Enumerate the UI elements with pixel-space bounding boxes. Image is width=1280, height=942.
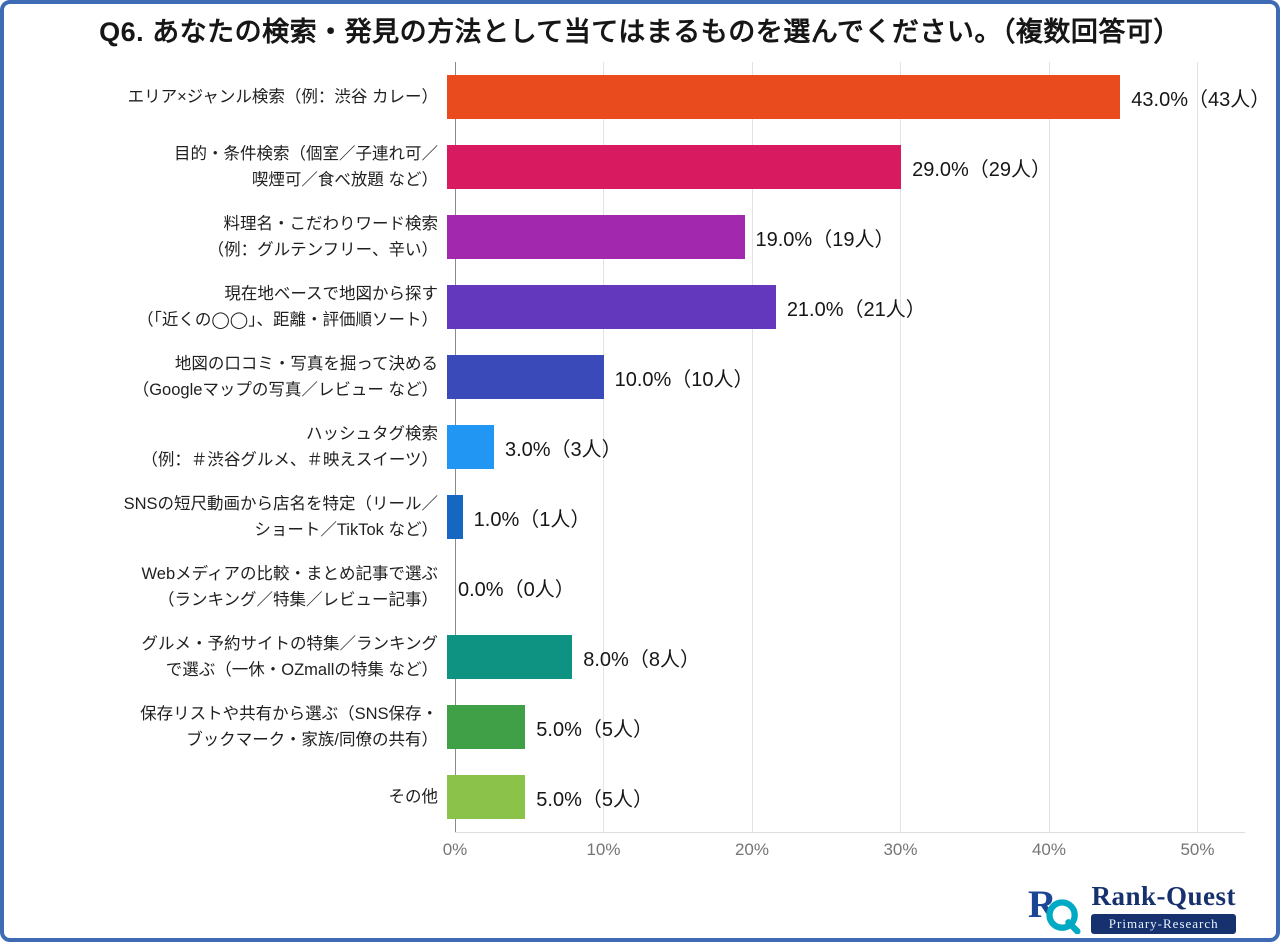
bar bbox=[447, 425, 494, 469]
x-tick-label: 20% bbox=[734, 840, 769, 859]
chart-row: Webメディアの比較・まとめ記事で選ぶ （ランキング／特集／レビュー記事） 0.0%… bbox=[0, 552, 1280, 622]
bar-value-label: 5.0%（5人） bbox=[536, 718, 653, 741]
bar-track: 5.0%（5人） bbox=[447, 762, 1280, 832]
category-label: グルメ・予約サイトの特集／ランキング で選ぶ（一休・OZmallの特集 など） bbox=[141, 635, 438, 679]
chart-row: 地図の口コミ・写真を掘って決める （Googleマップの写真／レビュー など） 10… bbox=[0, 342, 1280, 412]
logo-subtitle: Primary-Research bbox=[1091, 913, 1236, 934]
bar-value-label: 8.0%（8人） bbox=[583, 648, 700, 671]
x-tick-label: 10% bbox=[586, 840, 621, 859]
bar-track: 19.0%（19人） bbox=[447, 202, 1280, 272]
gridline bbox=[1197, 62, 1199, 832]
bar-value-label: 1.0%（1人） bbox=[473, 508, 591, 531]
bar-chart: エリア×ジャンル検索（例：渋谷 カレー） 43.0%（43人） 目的・条件検索（個室… bbox=[0, 62, 1280, 872]
chart-row: 目的・条件検索（個室／子連れ可／ 喫煙可／食べ放題 など） 29.0%（29人） bbox=[0, 132, 1280, 202]
chart-row: エリア×ジャンル検索（例：渋谷 カレー） 43.0%（43人） bbox=[0, 62, 1280, 132]
chart-row: グルメ・予約サイトの特集／ランキング で選ぶ（一休・OZmallの特集 など） 8.… bbox=[0, 622, 1280, 692]
chart-title: Q6. あなたの検索・発見の方法として当てはまるものを選んでください。（複数回答… bbox=[99, 17, 1181, 47]
category-label: エリア×ジャンル検索（例：渋谷 カレー） bbox=[127, 88, 438, 106]
bar-value-label: 21.0%（21人） bbox=[786, 298, 926, 321]
x-tick-label: 30% bbox=[883, 840, 918, 859]
bar-value-label: 29.0%（29人） bbox=[912, 158, 1052, 181]
bar-value-label: 19.0%（19人） bbox=[755, 228, 895, 251]
rank-quest-logo-text: Rank-Quest Primary-Research bbox=[1091, 881, 1236, 934]
x-tick-label: 40% bbox=[1031, 840, 1066, 859]
bar bbox=[447, 285, 776, 329]
chart-row: ハッシュタグ検索 （例：＃渋谷グルメ、＃映えスイーツ） 3.0%（3人） bbox=[0, 412, 1280, 482]
gridline bbox=[603, 62, 605, 832]
bar-value-label: 10.0%（10人） bbox=[614, 368, 754, 391]
category-label: 目的・条件検索（個室／子連れ可／ 喫煙可／食べ放題 など） bbox=[174, 145, 438, 189]
rank-quest-logo-icon: R bbox=[1028, 882, 1082, 934]
bar bbox=[447, 635, 573, 679]
x-tick-label: 50% bbox=[1180, 840, 1215, 859]
category-label: ハッシュタグ検索 （例：＃渋谷グルメ、＃映えスイーツ） bbox=[141, 425, 438, 469]
bar bbox=[447, 775, 526, 819]
gridline bbox=[751, 62, 753, 832]
bar-track: 29.0%（29人） bbox=[447, 132, 1280, 202]
category-label: 地図の口コミ・写真を掘って決める （Googleマップの写真／レビュー など） bbox=[132, 355, 438, 399]
bar-track: 43.0%（43人） bbox=[447, 62, 1280, 132]
bar-value-label: 3.0%（3人） bbox=[504, 438, 622, 461]
bar-track: 1.0%（1人） bbox=[447, 482, 1280, 552]
category-label: SNSの短尺動画から店名を特定（リール／ ショート／TikTok など） bbox=[123, 495, 438, 539]
category-label: 料理名・こだわりワード検索 （例：グルテンフリー、辛い） bbox=[207, 215, 438, 259]
bar-track: 10.0%（10人） bbox=[447, 342, 1280, 412]
bar bbox=[447, 705, 526, 749]
category-label: 保存リストや共有から選ぶ（SNS保存・ ブックマーク・家族/同僚の共有） bbox=[140, 705, 438, 749]
x-axis-ticks: 0% 10% 20% 30% 40% 50% bbox=[443, 838, 1245, 868]
bar-track: 5.0%（5人） bbox=[447, 692, 1280, 762]
bar bbox=[447, 145, 902, 189]
chart-row: 保存リストや共有から選ぶ（SNS保存・ ブックマーク・家族/同僚の共有） 5.0%（… bbox=[0, 692, 1280, 762]
chart-row: その他 5.0%（5人） bbox=[0, 762, 1280, 832]
chart-row: SNSの短尺動画から店名を特定（リール／ ショート／TikTok など） 1.0%（… bbox=[0, 482, 1280, 552]
bar bbox=[447, 75, 1121, 119]
bar bbox=[447, 355, 604, 399]
bar bbox=[447, 495, 463, 539]
x-axis-baseline bbox=[455, 832, 1245, 833]
chart-row: 料理名・こだわりワード検索 （例：グルテンフリー、辛い） 19.0%（19人） bbox=[0, 202, 1280, 272]
bar-track: 21.0%（21人） bbox=[447, 272, 1280, 342]
category-label: Webメディアの比較・まとめ記事で選ぶ （ランキング／特集／レビュー記事） bbox=[141, 565, 438, 609]
chart-row: 現在地ベースで地図から探す （「近くの◯◯」、距離・評価順ソート） 21.0%（21… bbox=[0, 272, 1280, 342]
bar-value-label: 5.0%（5人） bbox=[536, 788, 653, 811]
chart-rows: エリア×ジャンル検索（例：渋谷 カレー） 43.0%（43人） 目的・条件検索（個室… bbox=[0, 62, 1280, 832]
x-tick-label: 0% bbox=[442, 840, 468, 859]
bar-track: 8.0%（8人） bbox=[447, 622, 1280, 692]
bar bbox=[447, 215, 745, 259]
category-label: その他 bbox=[388, 788, 439, 806]
logo-brand-name: Rank-Quest bbox=[1091, 880, 1236, 911]
category-label: 現在地ベースで地図から探す （「近くの◯◯」、距離・評価順ソート） bbox=[137, 285, 438, 329]
bar-value-label: 0.0%（0人） bbox=[458, 578, 575, 601]
bar-value-label: 43.0%（43人） bbox=[1131, 88, 1271, 111]
bar-track: 3.0%（3人） bbox=[447, 412, 1280, 482]
gridline bbox=[900, 62, 902, 832]
gridline bbox=[1048, 62, 1050, 832]
rank-quest-logo: R Rank-Quest Primary-Research bbox=[1027, 880, 1236, 934]
bar-track: 0.0%（0人） bbox=[447, 552, 1280, 622]
